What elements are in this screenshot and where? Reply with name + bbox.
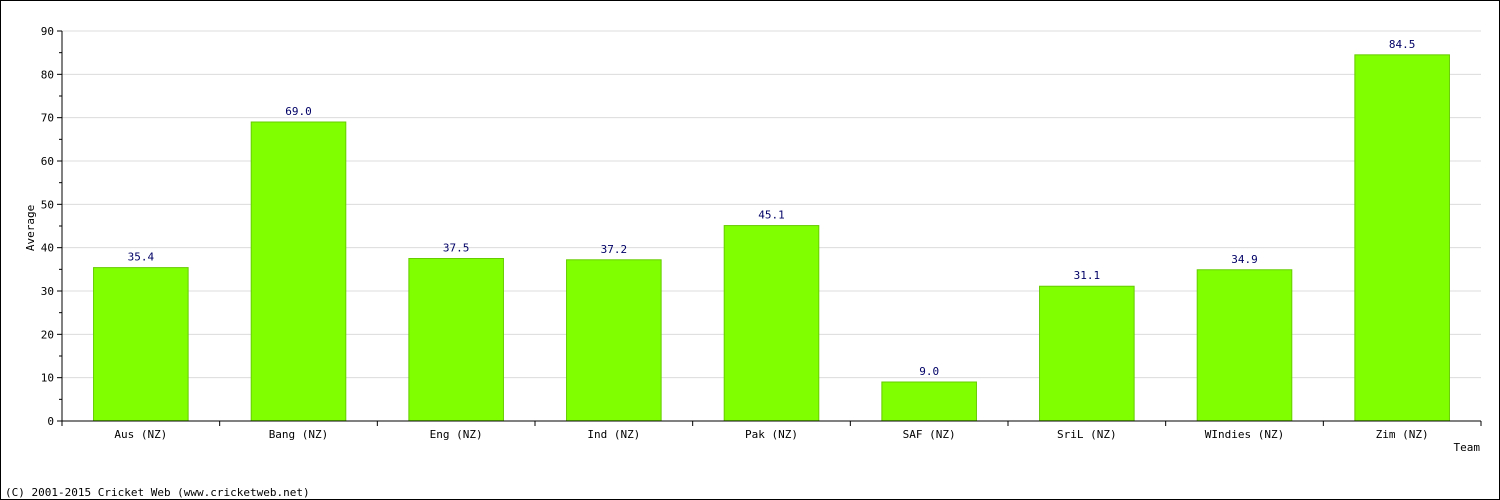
bar — [1196, 269, 1293, 422]
y-tick-label: 0 — [47, 415, 54, 428]
x-tick-label: SriL (NZ) — [1057, 428, 1117, 441]
bar-value-label: 37.2 — [601, 243, 628, 256]
bar — [566, 259, 662, 422]
y-tick-label: 30 — [41, 285, 54, 298]
bar-value-label: 9.0 — [919, 365, 939, 378]
bar-layer: 35.4 69.0 37.5 37.2 45.1 9.0 31.1 34.9 84.5 — [93, 38, 1450, 422]
bar — [1354, 54, 1450, 422]
bar-value-label: 35.4 — [128, 251, 155, 264]
bar — [881, 381, 977, 422]
x-tick-label: SAF (NZ) — [903, 428, 956, 441]
y-tick-label: 40 — [41, 242, 54, 255]
bar — [408, 258, 504, 422]
bar-value-label: 34.9 — [1231, 253, 1258, 266]
bar — [723, 225, 820, 422]
x-tick-label: Eng (NZ) — [430, 428, 483, 441]
y-tick-label: 70 — [41, 112, 54, 125]
y-axis-title: Average — [24, 205, 37, 251]
bar-value-label: 37.5 — [443, 242, 470, 255]
y-tick-label: 80 — [41, 68, 54, 81]
x-axis-title: Team — [1454, 441, 1481, 454]
bar-value-label: 45.1 — [758, 209, 785, 222]
x-tick-label: Zim (NZ) — [1376, 428, 1429, 441]
x-tick-label: Ind (NZ) — [587, 428, 640, 441]
y-tick-label: 90 — [41, 25, 54, 38]
y-tick-label: 10 — [41, 372, 54, 385]
x-tick-label: WIndies (NZ) — [1205, 428, 1284, 441]
x-tick-label: Pak (NZ) — [745, 428, 798, 441]
y-tick-label: 50 — [41, 198, 54, 211]
bar-value-label: 69.0 — [285, 105, 312, 118]
bar-value-label: 31.1 — [1074, 269, 1101, 282]
copyright-notice: (C) 2001-2015 Cricket Web (www.cricketwe… — [5, 486, 310, 499]
y-tick-label: 60 — [41, 155, 54, 168]
bar — [93, 267, 189, 422]
axis-layer: 0 10 20 30 40 50 60 70 80 90 Aus (NZ) Bang (NZ) Eng … — [41, 25, 1482, 441]
x-tick-label: Bang (NZ) — [269, 428, 329, 441]
bar — [250, 121, 347, 422]
bar-value-label: 84.5 — [1389, 38, 1416, 51]
bar — [1039, 285, 1135, 422]
x-tick-label: Aus (NZ) — [114, 428, 167, 441]
y-tick-label: 20 — [41, 328, 54, 341]
